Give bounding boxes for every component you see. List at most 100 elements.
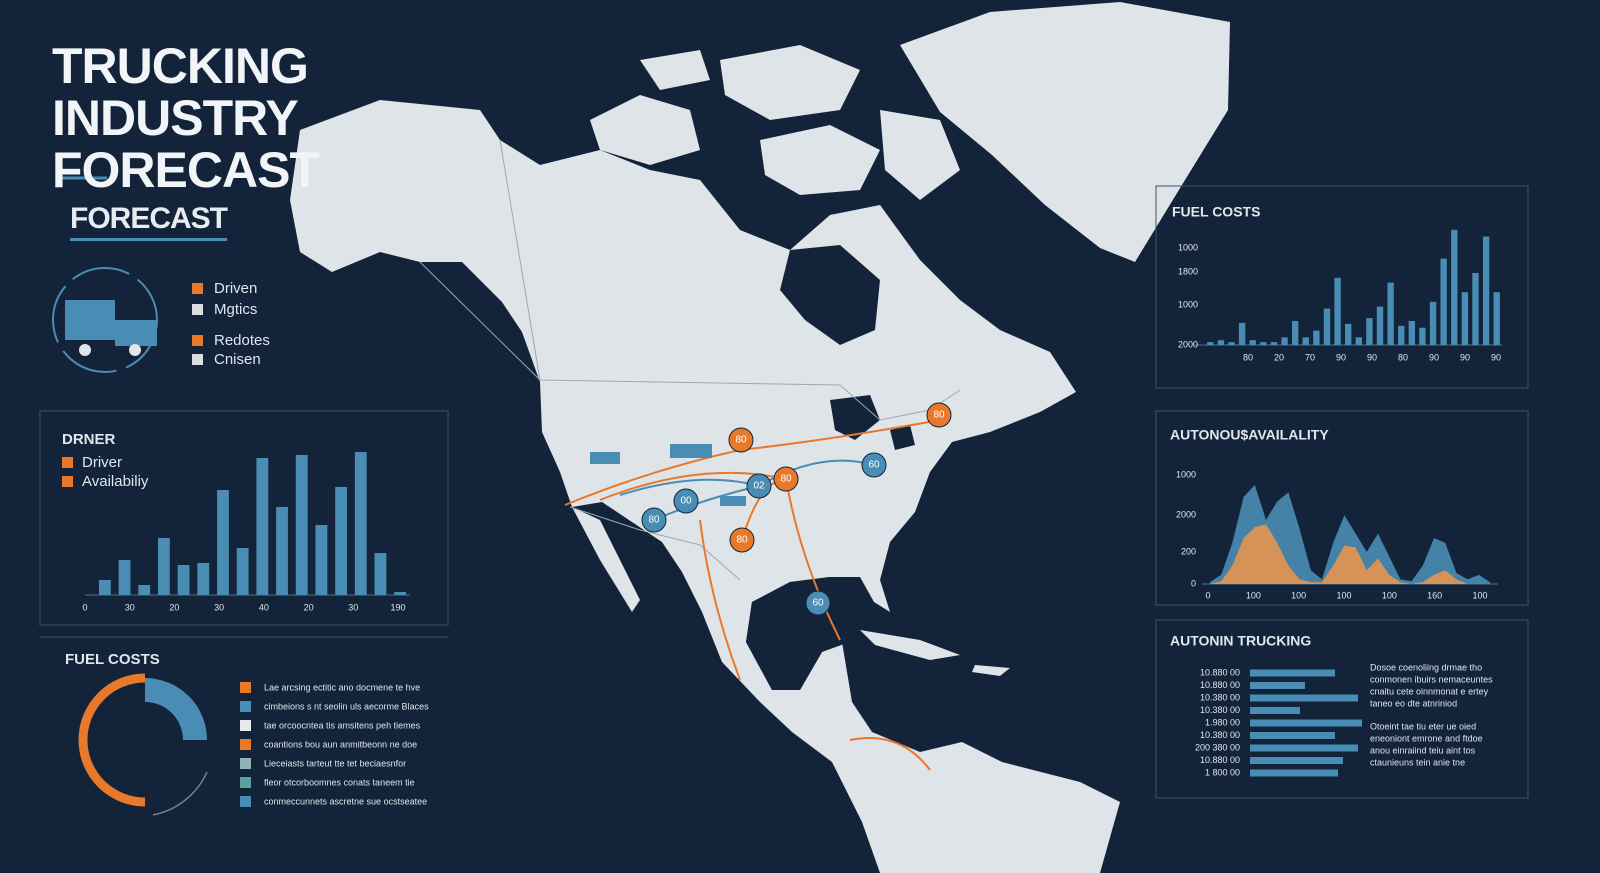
note-text: anou einraiind teiu aint tos (1370, 745, 1476, 755)
map-marker-label: 80 (648, 515, 660, 526)
x-tick-label: 90 (1336, 352, 1346, 362)
arctic-islands (590, 45, 960, 200)
bar (1250, 744, 1358, 752)
truck-icon (720, 496, 746, 506)
y-tick-label: 10.880 00 (1200, 667, 1240, 677)
y-tick-label: 1.980 00 (1205, 717, 1240, 727)
x-tick-label: 160 (1427, 590, 1442, 600)
x-tick-label: 100 (1246, 590, 1261, 600)
map-marker (728, 427, 754, 453)
bar (354, 452, 367, 595)
bar (1482, 236, 1490, 345)
bar (1376, 306, 1384, 345)
x-tick-label: 90 (1460, 352, 1470, 362)
bar (1250, 682, 1305, 689)
note-text: Lieceiasts tarteut tte tet beciaesnfor (264, 758, 406, 768)
bar (1217, 340, 1225, 345)
map-marker (746, 473, 772, 499)
x-tick-label: 0 (82, 602, 87, 612)
legend-swatch (240, 739, 251, 750)
x-tick-label: 20 (1274, 352, 1284, 362)
panel (39, 410, 449, 626)
bar (1419, 327, 1426, 345)
map-marker-label: 80 (735, 435, 747, 446)
bar (1250, 769, 1338, 777)
bar (1398, 325, 1405, 345)
note-text: Otoeint tae tiu eter ue oied (1370, 721, 1476, 731)
map-marker (861, 452, 887, 478)
y-tick-label: 1000 (1176, 469, 1196, 479)
x-tick-label: 40 (259, 602, 269, 612)
bar (295, 455, 308, 595)
x-tick-label: 0 (1205, 590, 1210, 600)
map-marker-label: 80 (933, 410, 945, 421)
bar (1250, 669, 1335, 677)
chart-title: AUTONOU$AVAILALITY (1170, 427, 1329, 443)
note-text: tae orcoocntea tis amsitens peh tiemes (264, 720, 421, 730)
x-tick-label: 20 (304, 602, 314, 612)
bar (1250, 707, 1300, 714)
map-marker (926, 402, 952, 428)
truck-badge (52, 267, 158, 373)
trucks (590, 444, 746, 506)
x-tick-label: 90 (1429, 352, 1439, 362)
x-tick-label: 100 (1336, 590, 1351, 600)
bar (1334, 277, 1341, 345)
y-tick-label: 10.880 00 (1200, 680, 1240, 690)
bar (1440, 258, 1447, 345)
bar (197, 563, 210, 595)
bar (1238, 322, 1246, 345)
bar (1228, 342, 1235, 345)
map-marker-label: 00 (680, 496, 692, 507)
legend-swatch (192, 335, 203, 346)
map-marker-label: 02 (753, 481, 765, 492)
legend-swatch (62, 457, 73, 468)
bar (1249, 340, 1256, 345)
legend-swatch (240, 682, 251, 693)
bar (394, 592, 407, 595)
note-text: taneo eo dte atnriniod (1370, 698, 1457, 708)
x-tick-label: 90 (1367, 352, 1377, 362)
bar (158, 538, 170, 595)
note-text: fleor otcorboomnes conats taneem tie (264, 777, 415, 787)
bar (98, 580, 111, 595)
x-tick-label: 70 (1305, 352, 1315, 362)
great-lakes (830, 395, 915, 450)
panel (1155, 619, 1529, 799)
y-tick-label: 1 800 00 (1205, 767, 1240, 777)
bar (1451, 229, 1458, 345)
legend-label: Availabiliy (82, 473, 149, 490)
bar (256, 458, 269, 595)
truck-icon (670, 444, 712, 458)
map-marker (805, 590, 831, 616)
bar (1250, 694, 1358, 702)
bar (1270, 342, 1278, 345)
x-tick-label: 100 (1472, 590, 1487, 600)
bar (118, 560, 131, 595)
y-tick-label: 1000 (1178, 242, 1198, 252)
bar (1291, 321, 1299, 345)
y-tick-label: 0 (1191, 578, 1196, 588)
legend-swatch (240, 720, 251, 731)
legend-swatch (240, 777, 251, 788)
x-tick-label: 30 (214, 602, 224, 612)
bar (315, 525, 328, 595)
bar (1408, 321, 1416, 345)
map-marker-label: 60 (812, 598, 824, 609)
borders (419, 139, 961, 581)
bar (1345, 323, 1352, 345)
bar (1472, 273, 1479, 345)
y-tick-label: 10.380 00 (1200, 730, 1240, 740)
chart-title: AUTONIN TRUCKING (1170, 633, 1311, 649)
legend-label: Driven (214, 280, 257, 297)
x-tick-label: 80 (1398, 352, 1408, 362)
panel (1155, 185, 1529, 389)
legend-swatch (192, 304, 203, 315)
bar (1493, 292, 1500, 345)
legend-swatch (240, 701, 251, 712)
donut-segment (145, 678, 207, 740)
section-title: FORECAST (70, 202, 228, 241)
y-tick-label: 1800 (1178, 266, 1198, 276)
legend-label: Mgtics (214, 301, 257, 318)
